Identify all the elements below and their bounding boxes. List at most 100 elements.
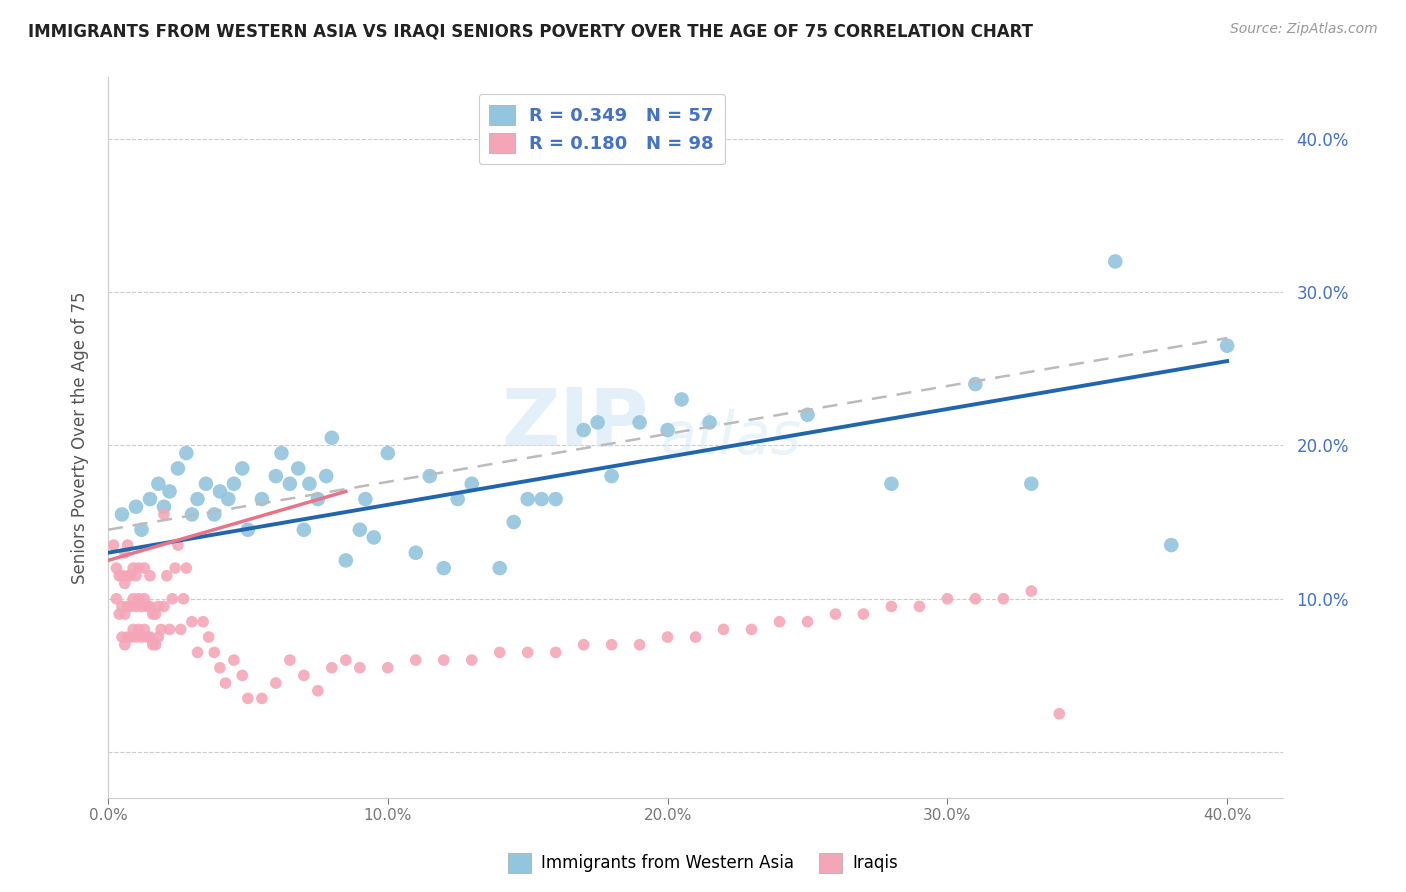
Point bbox=[122, 623, 145, 637]
Point bbox=[202, 508, 225, 522]
Point bbox=[628, 638, 651, 652]
Point bbox=[186, 492, 208, 507]
Point bbox=[544, 492, 567, 507]
Point bbox=[176, 446, 198, 460]
Point bbox=[993, 591, 1015, 606]
Point bbox=[880, 476, 903, 491]
Point bbox=[125, 630, 148, 644]
Point bbox=[108, 568, 131, 582]
Point bbox=[136, 599, 159, 614]
Point bbox=[236, 523, 259, 537]
Point bbox=[321, 661, 343, 675]
Point bbox=[111, 630, 134, 644]
Point bbox=[516, 492, 538, 507]
Point bbox=[156, 568, 179, 582]
Point bbox=[1047, 706, 1070, 721]
Point bbox=[419, 469, 441, 483]
Point bbox=[125, 500, 148, 514]
Point bbox=[488, 561, 510, 575]
Point bbox=[908, 599, 931, 614]
Point bbox=[433, 561, 456, 575]
Point bbox=[125, 599, 148, 614]
Point bbox=[965, 591, 987, 606]
Point bbox=[222, 476, 245, 491]
Point bbox=[287, 461, 309, 475]
Point bbox=[120, 630, 142, 644]
Text: atlas: atlas bbox=[661, 409, 801, 467]
Point bbox=[181, 615, 204, 629]
Point bbox=[159, 623, 181, 637]
Point bbox=[349, 661, 371, 675]
Point bbox=[148, 476, 170, 491]
Point bbox=[136, 630, 159, 644]
Point bbox=[128, 561, 150, 575]
Point bbox=[405, 653, 427, 667]
Point bbox=[315, 469, 337, 483]
Point bbox=[167, 538, 190, 552]
Point bbox=[217, 492, 239, 507]
Point bbox=[292, 523, 315, 537]
Point bbox=[231, 461, 253, 475]
Point bbox=[153, 500, 176, 514]
Point bbox=[349, 523, 371, 537]
Point bbox=[162, 591, 184, 606]
Point bbox=[250, 691, 273, 706]
Point bbox=[108, 607, 131, 621]
Point bbox=[134, 561, 156, 575]
Point bbox=[122, 561, 145, 575]
Point bbox=[208, 484, 231, 499]
Point bbox=[105, 591, 128, 606]
Point bbox=[103, 538, 125, 552]
Point bbox=[461, 476, 484, 491]
Point bbox=[796, 408, 818, 422]
Point bbox=[120, 599, 142, 614]
Point bbox=[516, 645, 538, 659]
Point bbox=[117, 599, 139, 614]
Point bbox=[134, 591, 156, 606]
Point bbox=[222, 653, 245, 667]
Text: ZIP: ZIP bbox=[502, 384, 648, 462]
Point bbox=[544, 645, 567, 659]
Point bbox=[114, 576, 136, 591]
Point bbox=[278, 653, 301, 667]
Point bbox=[405, 546, 427, 560]
Point bbox=[148, 599, 170, 614]
Point bbox=[139, 630, 162, 644]
Point bbox=[1216, 339, 1239, 353]
Point bbox=[447, 492, 470, 507]
Point bbox=[231, 668, 253, 682]
Point bbox=[120, 568, 142, 582]
Point bbox=[181, 508, 204, 522]
Point bbox=[194, 476, 217, 491]
Point bbox=[264, 676, 287, 690]
Point bbox=[965, 377, 987, 392]
Point bbox=[173, 591, 195, 606]
Point bbox=[572, 423, 595, 437]
Point bbox=[852, 607, 875, 621]
Point bbox=[657, 630, 679, 644]
Point bbox=[142, 607, 165, 621]
Point bbox=[270, 446, 292, 460]
Point bbox=[208, 661, 231, 675]
Point bbox=[114, 638, 136, 652]
Point bbox=[131, 523, 153, 537]
Point bbox=[142, 638, 165, 652]
Point bbox=[880, 599, 903, 614]
Point bbox=[134, 623, 156, 637]
Legend: R = 0.349   N = 57, R = 0.180   N = 98: R = 0.349 N = 57, R = 0.180 N = 98 bbox=[478, 94, 724, 164]
Text: Source: ZipAtlas.com: Source: ZipAtlas.com bbox=[1230, 22, 1378, 37]
Point bbox=[191, 615, 214, 629]
Point bbox=[176, 561, 198, 575]
Point bbox=[307, 683, 329, 698]
Point bbox=[139, 492, 162, 507]
Point bbox=[1021, 584, 1043, 599]
Point bbox=[111, 508, 134, 522]
Point bbox=[1021, 476, 1043, 491]
Point bbox=[264, 469, 287, 483]
Point bbox=[586, 416, 609, 430]
Point bbox=[600, 469, 623, 483]
Point bbox=[105, 561, 128, 575]
Point bbox=[114, 546, 136, 560]
Point bbox=[628, 416, 651, 430]
Point bbox=[125, 568, 148, 582]
